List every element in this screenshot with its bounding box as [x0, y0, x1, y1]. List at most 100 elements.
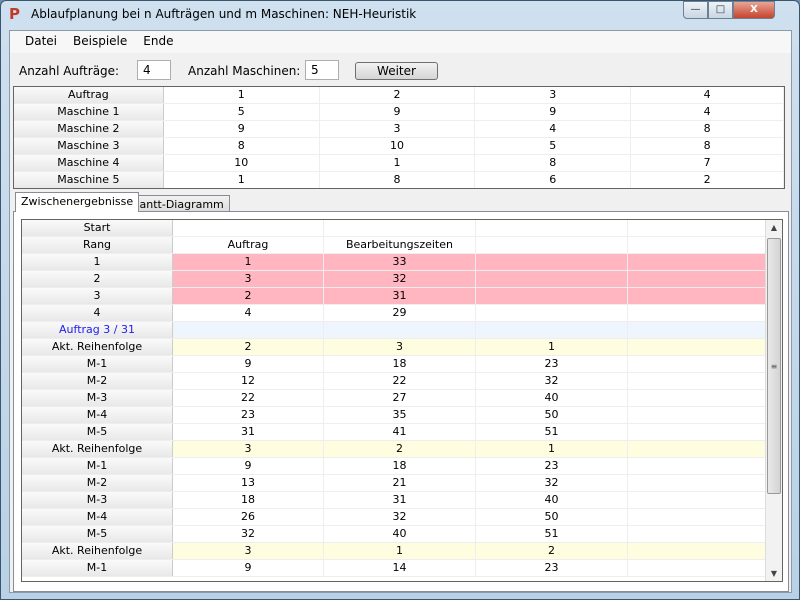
tab-zwischenergebnisse[interactable]: Zwischenergebnisse — [15, 192, 140, 212]
table-cell[interactable] — [476, 254, 628, 270]
table-cell[interactable]: 41 — [324, 424, 476, 440]
table-cell[interactable] — [628, 220, 767, 236]
table-cell[interactable]: 5 — [475, 138, 632, 154]
row-header[interactable]: Start — [22, 220, 173, 236]
row-header[interactable]: 4 — [22, 305, 173, 321]
row-header[interactable]: Akt. Reihenfolge — [22, 543, 173, 559]
table-cell[interactable] — [173, 220, 324, 236]
table-cell[interactable] — [628, 492, 767, 508]
table-cell[interactable] — [628, 356, 767, 372]
table-cell[interactable]: 8 — [475, 155, 632, 171]
table-cell[interactable] — [628, 373, 767, 389]
table-cell[interactable]: 50 — [476, 407, 628, 423]
table-cell[interactable]: 31 — [173, 424, 324, 440]
table-cell[interactable]: 27 — [324, 390, 476, 406]
table-cell[interactable] — [628, 509, 767, 525]
table-cell[interactable] — [628, 560, 767, 576]
table-cell[interactable]: 3 — [324, 339, 476, 355]
table-cell[interactable]: 4 — [173, 305, 324, 321]
row-header[interactable]: Auftrag — [14, 87, 164, 103]
table-cell[interactable]: 2 — [631, 172, 784, 188]
table-cell[interactable]: 23 — [476, 458, 628, 474]
table-cell[interactable]: 23 — [173, 407, 324, 423]
table-cell[interactable]: 22 — [324, 373, 476, 389]
row-header[interactable]: M-4 — [22, 509, 173, 525]
table-cell[interactable]: 22 — [173, 390, 324, 406]
row-header[interactable]: M-1 — [22, 356, 173, 372]
row-header[interactable]: Maschine 1 — [14, 104, 164, 120]
table-cell[interactable]: 5 — [164, 104, 320, 120]
table-cell[interactable] — [628, 390, 767, 406]
table-cell[interactable]: 9 — [475, 104, 632, 120]
table-cell[interactable] — [628, 339, 767, 355]
table-cell[interactable]: 1 — [476, 441, 628, 457]
close-button[interactable]: X — [733, 1, 775, 19]
row-header[interactable]: Maschine 3 — [14, 138, 164, 154]
row-header[interactable]: Auftrag 3 / 31 — [22, 322, 173, 338]
table-cell[interactable]: 9 — [173, 458, 324, 474]
table-cell[interactable]: 1 — [476, 339, 628, 355]
table-cell[interactable]: Bearbeitungszeiten — [324, 237, 476, 253]
table-cell[interactable] — [628, 526, 767, 542]
table-cell[interactable] — [173, 322, 324, 338]
table-cell[interactable] — [476, 305, 628, 321]
table-cell[interactable]: 51 — [476, 526, 628, 542]
row-header[interactable]: M-2 — [22, 475, 173, 491]
table-cell[interactable]: 2 — [476, 543, 628, 559]
table-cell[interactable]: 4 — [631, 104, 784, 120]
table-cell[interactable]: 9 — [164, 121, 320, 137]
table-cell[interactable] — [628, 305, 767, 321]
table-cell[interactable]: 23 — [476, 560, 628, 576]
table-cell[interactable]: 9 — [173, 560, 324, 576]
table-cell[interactable]: 31 — [324, 492, 476, 508]
row-header[interactable]: 2 — [22, 271, 173, 287]
table-cell[interactable]: 7 — [631, 155, 784, 171]
table-cell[interactable]: 1 — [164, 172, 320, 188]
row-header[interactable]: Akt. Reihenfolge — [22, 441, 173, 457]
table-cell[interactable] — [628, 475, 767, 491]
table-cell[interactable]: 4 — [475, 121, 632, 137]
table-cell[interactable]: 32 — [324, 271, 476, 287]
table-cell[interactable]: 3 — [173, 441, 324, 457]
table-cell[interactable] — [628, 441, 767, 457]
table-cell[interactable] — [476, 271, 628, 287]
table-cell[interactable]: 8 — [164, 138, 320, 154]
row-header[interactable]: M-2 — [22, 373, 173, 389]
row-header[interactable]: M-5 — [22, 526, 173, 542]
row-header[interactable]: Maschine 4 — [14, 155, 164, 171]
table-cell[interactable]: 3 — [173, 543, 324, 559]
table-cell[interactable]: 1 — [324, 543, 476, 559]
row-header[interactable]: M-4 — [22, 407, 173, 423]
table-cell[interactable]: 40 — [476, 390, 628, 406]
row-header[interactable]: M-1 — [22, 458, 173, 474]
table-cell[interactable]: 2 — [173, 339, 324, 355]
table-cell[interactable]: 8 — [320, 172, 476, 188]
table-cell[interactable]: 13 — [173, 475, 324, 491]
table-cell[interactable]: 10 — [164, 155, 320, 171]
row-header[interactable]: Maschine 5 — [14, 172, 164, 188]
table-cell[interactable]: 1 — [164, 87, 320, 103]
table-cell[interactable] — [628, 237, 767, 253]
row-header[interactable]: M-1 — [22, 560, 173, 576]
table-cell[interactable] — [628, 543, 767, 559]
tab-gantt-diagramm[interactable]: Gantt-Diagramm — [125, 195, 230, 212]
row-header[interactable]: Maschine 2 — [14, 121, 164, 137]
row-header[interactable]: 1 — [22, 254, 173, 270]
table-cell[interactable]: 18 — [173, 492, 324, 508]
scroll-thumb[interactable]: ≡ — [767, 238, 781, 494]
table-cell[interactable]: 23 — [476, 356, 628, 372]
menu-datei[interactable]: Datei — [25, 34, 58, 48]
table-cell[interactable]: 40 — [476, 492, 628, 508]
maschinen-input[interactable]: 5 — [305, 60, 339, 80]
table-cell[interactable]: 2 — [173, 288, 324, 304]
table-cell[interactable]: 50 — [476, 509, 628, 525]
table-cell[interactable] — [628, 288, 767, 304]
auftraege-input[interactable]: 4 — [137, 60, 171, 80]
minimize-button[interactable]: — — [683, 1, 708, 19]
table-cell[interactable]: 18 — [324, 458, 476, 474]
scroll-up-icon[interactable]: ▲ — [770, 223, 778, 232]
table-cell[interactable]: 32 — [476, 373, 628, 389]
table-cell[interactable]: 1 — [173, 254, 324, 270]
table-cell[interactable]: 33 — [324, 254, 476, 270]
table-cell[interactable] — [476, 220, 628, 236]
